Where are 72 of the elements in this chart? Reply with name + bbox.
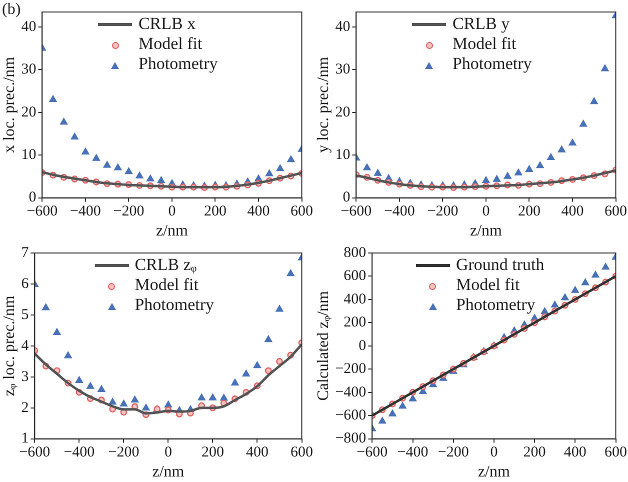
x-tick-label: 0 — [168, 204, 176, 220]
y-tick-label: 3 — [21, 368, 29, 385]
x-tick-label: 0 — [164, 444, 172, 461]
x-tick-label: 200 — [518, 204, 540, 220]
x-tick-label: 200 — [201, 444, 224, 461]
x-tick-label: 200 — [523, 444, 546, 461]
x-tick-label: −400 — [397, 444, 428, 461]
y-tick-label: 800 — [344, 244, 366, 261]
y-tick-label: −200 — [335, 361, 366, 378]
y-tick-label: 6 — [21, 276, 30, 292]
legend-label: Model fit — [134, 275, 198, 295]
y-tick-label: 10 — [21, 147, 36, 164]
x-tick-label: 200 — [204, 204, 226, 220]
y-tick-label: 2 — [21, 400, 29, 416]
x-tick-label: 600 — [604, 444, 627, 461]
x-tick-label: −400 — [64, 444, 95, 461]
x-tick-label: −400 — [70, 204, 101, 220]
x-tick-label: 400 — [247, 204, 270, 220]
x-tick-label: −200 — [427, 204, 458, 220]
x-tick-label: 600 — [290, 204, 313, 220]
legend-label: Photometry — [456, 295, 536, 315]
legend-label: CRLB x — [138, 14, 196, 34]
legend-label: Photometry — [138, 54, 218, 74]
legend-label: Photometry — [134, 295, 214, 315]
legend-label: Model fit — [452, 34, 516, 54]
y-tick-label: −400 — [335, 384, 366, 400]
y-tick-label: 0 — [358, 338, 366, 354]
y-tick-label: 7 — [21, 244, 30, 261]
x-tick-label: 400 — [561, 204, 584, 220]
y-tick-label: 600 — [344, 268, 366, 284]
x-tick-label: 0 — [490, 444, 498, 461]
x-tick-label: −200 — [108, 444, 140, 461]
y-tick-label: 40 — [21, 18, 36, 35]
x-tick-label: 0 — [482, 204, 490, 220]
y-tick-label: 4 — [21, 338, 30, 354]
x-tick-label: −400 — [384, 204, 415, 220]
legend-label: CRLB y — [452, 14, 510, 34]
y-tick-label: −800 — [335, 430, 366, 447]
y-axis-title: Calculated zᵩ/nm — [314, 290, 332, 401]
y-tick-label: 20 — [21, 104, 36, 120]
x-axis-title: z/nm — [152, 464, 185, 481]
y-tick-label: 5 — [21, 306, 29, 323]
legend-label: Model fit — [138, 34, 202, 54]
y-tick-label: 200 — [344, 314, 366, 331]
x-tick-label: 400 — [564, 444, 586, 461]
legend-label: Model fit — [456, 275, 520, 295]
y-axis-title: y loc. prec./nm — [314, 56, 332, 153]
x-tick-label: −200 — [438, 444, 469, 461]
legend-label: Ground truth — [456, 255, 544, 275]
legend-label: CRLB zᵩ — [134, 255, 197, 275]
y-axis-title: x loc. prec./nm — [0, 56, 18, 153]
x-axis-title: z/nm — [478, 464, 510, 481]
y-tick-label: 40 — [335, 18, 350, 35]
y-tick-label: 0 — [342, 190, 350, 206]
y-tick-label: −600 — [335, 408, 366, 424]
y-tick-label: 10 — [335, 147, 350, 164]
y-tick-label: 30 — [21, 62, 36, 78]
x-tick-label: 400 — [246, 444, 268, 461]
x-axis-title: z/nm — [156, 222, 189, 240]
y-tick-label: 20 — [335, 104, 350, 120]
x-tick-label: −600 — [356, 444, 388, 461]
y-tick-label: 1 — [21, 430, 29, 447]
y-tick-label: 0 — [28, 190, 36, 206]
y-axis-title: zᵩ loc. prec./nm — [0, 295, 18, 396]
x-tick-label: 600 — [290, 444, 313, 461]
x-tick-label: 600 — [604, 204, 627, 220]
x-axis-title: z/nm — [470, 222, 503, 240]
text: (b) — [2, 1, 21, 18]
y-tick-label: 30 — [335, 62, 350, 78]
x-tick-label: −200 — [113, 204, 144, 220]
legend-label: Photometry — [452, 54, 532, 74]
y-tick-label: 400 — [344, 291, 366, 308]
